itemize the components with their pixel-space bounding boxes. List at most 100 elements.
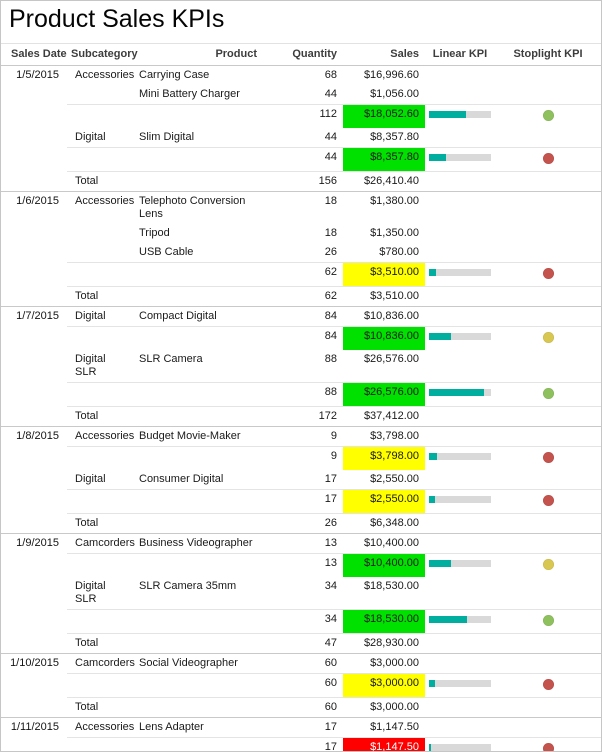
sales-date-cell bbox=[1, 105, 67, 129]
sales-cell: $18,530.00 bbox=[363, 580, 419, 592]
linear-kpi-cell bbox=[425, 326, 497, 350]
sales-date-cell: 1/6/2015 bbox=[16, 195, 59, 207]
table-row-subtotal: 13 $10,400.00 bbox=[1, 553, 601, 577]
product-cell bbox=[131, 609, 263, 634]
product-cell bbox=[131, 446, 263, 470]
table-row-subtotal: 17 $2,550.00 bbox=[1, 489, 601, 514]
linear-kpi-cell bbox=[425, 718, 497, 738]
quantity-cell: 60 bbox=[263, 673, 343, 698]
stoplight-indicator-green bbox=[542, 388, 554, 399]
column-header-product: Product bbox=[131, 43, 263, 66]
stoplight-kpi-cell bbox=[497, 171, 601, 192]
product-cell: Lens Adapter bbox=[139, 721, 204, 733]
sales-cell: $6,348.00 bbox=[343, 513, 425, 534]
subcategory-cell bbox=[67, 243, 131, 263]
table-row-total: Total 172 $37,412.00 bbox=[1, 406, 601, 427]
sales-cell: $26,576.00 bbox=[363, 353, 419, 365]
linear-kpi-cell bbox=[425, 286, 497, 307]
quantity-cell: 88 bbox=[324, 353, 337, 365]
sales-date-cell bbox=[1, 85, 67, 105]
linear-kpi-gauge bbox=[429, 496, 491, 503]
column-header-linear-kpi: Linear KPI bbox=[425, 43, 497, 66]
sales-date-cell bbox=[1, 633, 67, 654]
linear-kpi-cell bbox=[425, 192, 497, 225]
sales-cell: $1,147.50 bbox=[343, 737, 425, 751]
sales-date-cell bbox=[1, 128, 67, 148]
product-cell: Slim Digital bbox=[139, 131, 195, 143]
linear-kpi-cell bbox=[425, 446, 497, 470]
table-row-detail: 1/10/2015 Camcorders Social Videographer 60… bbox=[1, 654, 601, 674]
table-row-detail: Digital Consumer Digital 17 $2,550.00 bbox=[1, 470, 601, 490]
table-row-detail: Tripod 18 $1,350.00 bbox=[1, 224, 601, 243]
table-row-detail: Digital SLR SLR Camera 35mm 34 $18,530.00 bbox=[1, 577, 601, 610]
linear-kpi-cell bbox=[425, 577, 497, 610]
sales-date-cell bbox=[1, 406, 67, 427]
quantity-cell: 84 bbox=[324, 310, 337, 322]
stoplight-kpi-cell bbox=[497, 609, 601, 634]
linear-kpi-cell bbox=[425, 654, 497, 674]
sales-cell: $3,000.00 bbox=[370, 657, 419, 669]
table-row-detail: 1/5/2015 Accessories Carrying Case 68 $16,99… bbox=[1, 66, 601, 86]
sales-date-cell: 1/7/2015 bbox=[16, 310, 59, 322]
stoplight-kpi-cell bbox=[497, 224, 601, 243]
sales-cell: $26,576.00 bbox=[343, 382, 425, 407]
column-header-sales: Sales bbox=[343, 43, 425, 66]
linear-kpi-cell bbox=[425, 737, 497, 751]
subcategory-cell: Digital SLR bbox=[75, 580, 106, 605]
linear-kpi-gauge bbox=[429, 333, 491, 340]
linear-kpi-fill bbox=[429, 269, 437, 276]
sales-date-cell bbox=[1, 738, 67, 752]
stoplight-indicator-red bbox=[542, 495, 554, 506]
linear-kpi-fill bbox=[429, 616, 468, 623]
stoplight-indicator-red bbox=[542, 153, 554, 164]
stoplight-kpi-cell bbox=[497, 673, 601, 698]
column-header-stoplight-kpi: Stoplight KPI bbox=[497, 43, 601, 66]
quantity-cell: 26 bbox=[263, 513, 343, 534]
sales-cell: $8,357.80 bbox=[343, 147, 425, 172]
quantity-cell: 18 bbox=[324, 227, 337, 239]
stoplight-kpi-cell bbox=[497, 446, 601, 470]
sales-cell: $37,412.00 bbox=[343, 406, 425, 427]
subcategory-cell bbox=[67, 326, 131, 350]
table-header-row: Sales Date Subcategory Product Quantity Sale… bbox=[1, 43, 601, 66]
stoplight-kpi-cell bbox=[497, 192, 601, 225]
sales-date-cell bbox=[1, 697, 67, 718]
table-row-total: Total 47 $28,930.00 bbox=[1, 633, 601, 654]
sales-cell: $1,350.00 bbox=[370, 227, 419, 239]
sales-cell: $8,357.80 bbox=[370, 131, 419, 143]
subcategory-cell bbox=[67, 673, 131, 698]
table-row-subtotal: 34 $18,530.00 bbox=[1, 609, 601, 634]
table-row-detail: USB Cable 26 $780.00 bbox=[1, 243, 601, 263]
stoplight-kpi-cell bbox=[497, 128, 601, 148]
linear-kpi-cell bbox=[425, 307, 497, 327]
table-row-total: Total 26 $6,348.00 bbox=[1, 513, 601, 534]
stoplight-kpi-cell bbox=[497, 382, 601, 407]
table-row-detail: Digital Slim Digital 44 $8,357.80 bbox=[1, 128, 601, 148]
stoplight-kpi-cell bbox=[497, 697, 601, 718]
quantity-cell: 44 bbox=[324, 88, 337, 100]
linear-kpi-cell bbox=[425, 262, 497, 287]
sales-date-cell: 1/8/2015 bbox=[16, 430, 59, 442]
quantity-cell: 13 bbox=[324, 537, 337, 549]
subcategory-cell: Total bbox=[67, 286, 131, 307]
stoplight-kpi-cell bbox=[497, 147, 601, 172]
linear-kpi-gauge bbox=[429, 680, 491, 687]
linear-kpi-gauge bbox=[429, 154, 491, 161]
linear-kpi-fill bbox=[429, 744, 432, 751]
linear-kpi-cell bbox=[425, 470, 497, 490]
sales-cell: $3,510.00 bbox=[343, 262, 425, 287]
sales-cell: $26,410.40 bbox=[343, 171, 425, 192]
stoplight-kpi-cell bbox=[497, 262, 601, 287]
linear-kpi-fill bbox=[429, 680, 436, 687]
sales-date-cell bbox=[1, 327, 67, 351]
subcategory-cell: Total bbox=[67, 513, 131, 534]
linear-kpi-gauge bbox=[429, 453, 491, 460]
stoplight-kpi-cell bbox=[497, 577, 601, 610]
linear-kpi-cell bbox=[425, 406, 497, 427]
subcategory-cell: Total bbox=[67, 697, 131, 718]
quantity-cell: 60 bbox=[324, 657, 337, 669]
table-row-total: Total 62 $3,510.00 bbox=[1, 286, 601, 307]
linear-kpi-fill bbox=[429, 154, 447, 161]
subcategory-cell bbox=[67, 85, 131, 105]
quantity-cell: 13 bbox=[263, 553, 343, 577]
